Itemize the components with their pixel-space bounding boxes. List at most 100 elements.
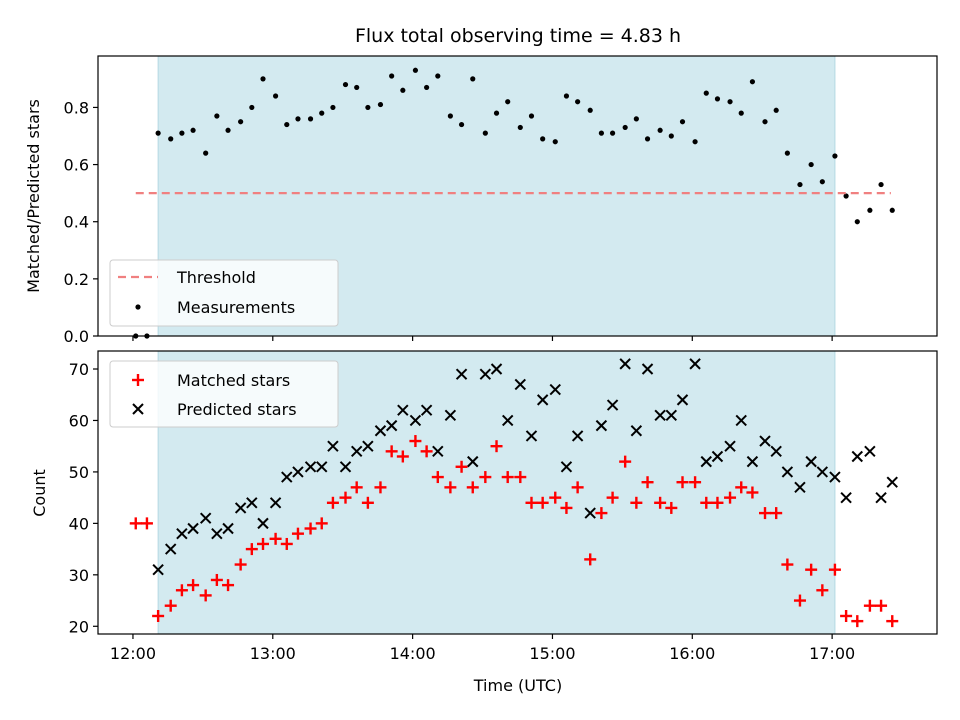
y-tick-label: 0.0 (64, 327, 89, 346)
x-tick-label: 12:00 (110, 644, 156, 663)
predicted-star-point (246, 497, 258, 509)
predicted-star-point (735, 414, 747, 427)
bottom-x-ticks: 12:00 13:00 14:00 15:00 16:00 17:00 (110, 634, 855, 663)
matched-star-point (781, 558, 794, 571)
legend-threshold-label: Threshold (176, 268, 256, 287)
predicted-star-point (432, 445, 444, 458)
matched-star-point (315, 517, 328, 530)
matched-star-point (210, 573, 223, 586)
top-y-ticks: 0.0 0.2 0.4 0.6 0.8 (64, 98, 98, 346)
x-tick-label: 15:00 (529, 644, 575, 663)
measurement-point (819, 179, 825, 185)
bottom-legend: Matched stars Predicted stars (109, 360, 339, 428)
measurement-point (575, 99, 581, 105)
measurement-point (517, 124, 523, 131)
matched-star-point (479, 471, 492, 484)
matched-star-point (630, 496, 643, 509)
top-legend: Threshold Measurements (109, 259, 339, 327)
measurement-point (762, 119, 768, 125)
matched-star-point (152, 609, 165, 622)
predicted-star-point (199, 512, 212, 524)
measurement-point (272, 93, 279, 99)
y-tick-label: 30 (69, 566, 89, 585)
measurement-point (540, 136, 546, 142)
predicted-star-point (619, 358, 631, 370)
measurement-point (749, 79, 756, 85)
measurement-point (727, 99, 733, 105)
matched-star-point (396, 450, 409, 463)
predicted-star-point (816, 466, 829, 478)
measurement-point (692, 139, 698, 145)
matched-star-point (175, 584, 188, 597)
measurement-point (493, 110, 500, 116)
predicted-star-point (805, 455, 817, 468)
predicted-star-point (304, 461, 317, 473)
predicted-star-point (269, 497, 282, 509)
predicted-star-point (187, 522, 199, 535)
matched-star-point (571, 481, 584, 494)
measurement-point (214, 113, 220, 119)
matched-star-point (257, 537, 270, 550)
y-tick-label: 0.2 (64, 270, 89, 289)
predicted-star-point (211, 527, 223, 540)
legend-matched-swatch (132, 374, 144, 386)
predicted-star-point (362, 440, 374, 452)
matched-star-point (665, 501, 678, 514)
matched-star-point (549, 491, 562, 504)
matched-star-point (140, 517, 153, 530)
measurement-point (225, 127, 231, 133)
matched-star-point (245, 543, 258, 556)
predicted-star-point (606, 399, 619, 411)
predicted-star-point (350, 445, 363, 458)
measurement-point (714, 96, 721, 102)
x-tick-label: 13:00 (250, 644, 296, 663)
measurement-point (447, 113, 453, 119)
matched-star-point (374, 481, 387, 494)
predicted-star-point (444, 409, 457, 422)
matched-star-point (339, 491, 352, 504)
measurement-point (528, 113, 535, 119)
predicted-star-point (327, 440, 339, 452)
predicted-star-point (711, 450, 724, 463)
measurement-point (284, 121, 290, 128)
matched-star-point (886, 615, 899, 628)
measurement-point (412, 67, 419, 73)
matched-star-point (863, 599, 876, 612)
measurement-point (808, 161, 814, 168)
matched-star-point (431, 471, 444, 484)
predicted-star-point (374, 425, 387, 437)
x-tick-label: 16:00 (669, 644, 715, 663)
bottom-legend-box (109, 360, 339, 428)
x-tick-label: 17:00 (809, 644, 855, 663)
x-axis-label: Time (UTC) (473, 676, 562, 695)
predicted-star-point (420, 404, 433, 416)
matched-star-point (361, 496, 374, 509)
predicted-star-point (176, 527, 188, 540)
predicted-star-point (864, 445, 876, 458)
matched-star-point (759, 507, 772, 520)
measurement-point (330, 104, 336, 111)
y-tick-label: 50 (69, 463, 89, 482)
predicted-star-point (490, 363, 503, 375)
predicted-star-point (759, 435, 771, 447)
predicted-star-point (560, 461, 573, 473)
matched-star-point (619, 455, 632, 468)
predicted-star-point (316, 461, 328, 473)
measurement-point (552, 139, 558, 145)
measurement-point (307, 116, 314, 122)
matched-star-point (606, 491, 619, 504)
matched-star-point (840, 609, 853, 622)
predicted-star-point (770, 445, 782, 458)
measurement-point (470, 76, 476, 82)
measurement-point (832, 153, 838, 159)
matched-star-point (420, 445, 433, 458)
measurement-point (797, 181, 803, 188)
bottom-axes-frame (97, 350, 938, 635)
predicted-star-point (502, 414, 514, 427)
y-tick-label: 0.8 (64, 98, 89, 117)
matched-star-point (269, 532, 282, 545)
matched-star-point (490, 440, 503, 453)
matched-star-point (676, 476, 689, 489)
top-y-axis-label: Matched/Predicted stars (24, 99, 43, 293)
matched-star-point (350, 481, 363, 494)
